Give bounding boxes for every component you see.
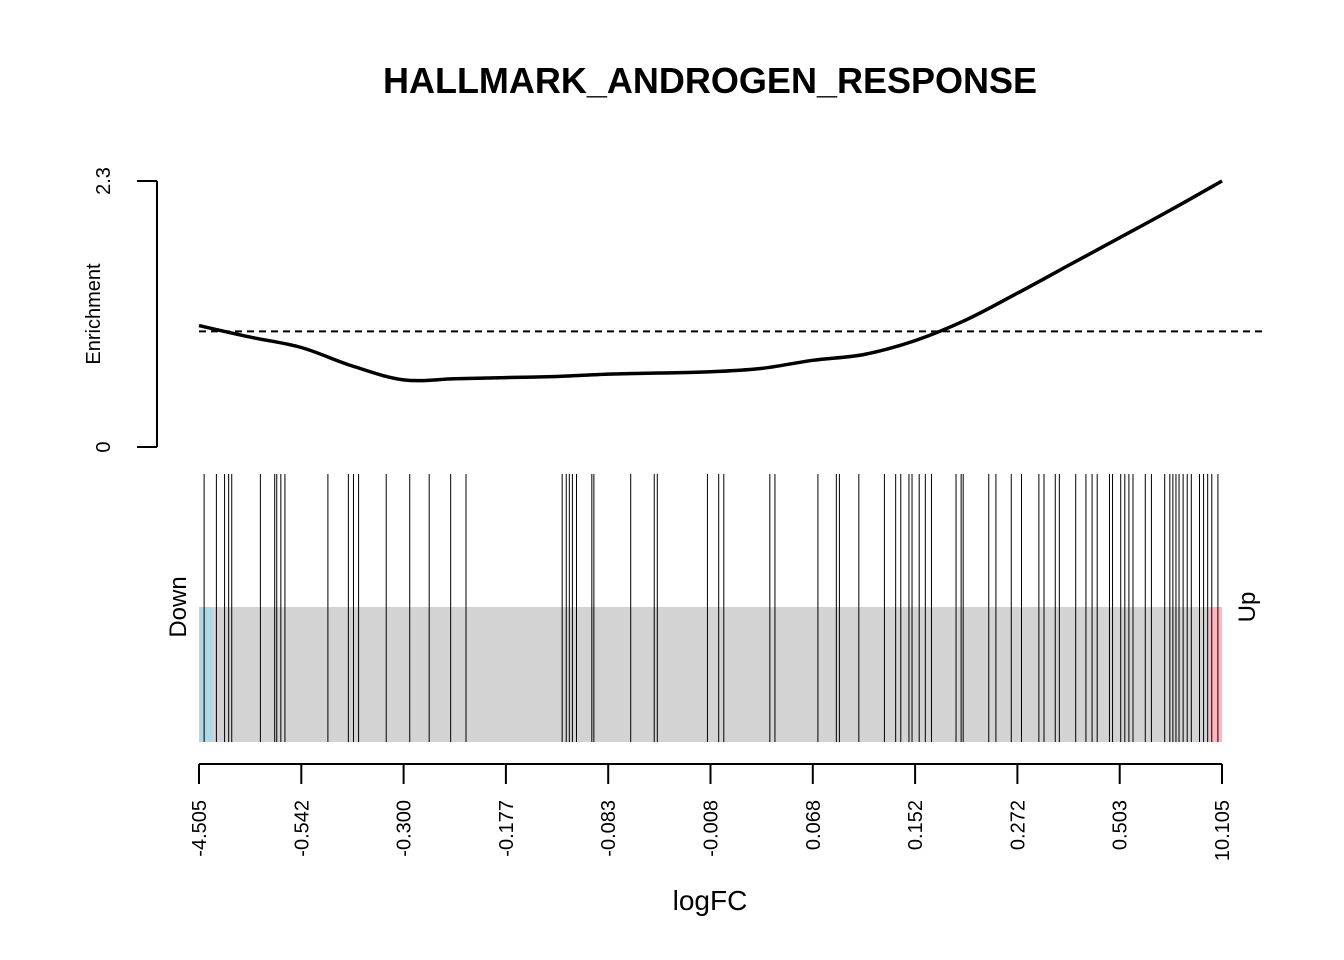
x-tick-label: -4.505 bbox=[189, 800, 211, 857]
x-tick-label: 0.152 bbox=[905, 800, 927, 850]
barcode-lines bbox=[203, 474, 1219, 742]
enrichment-curve bbox=[198, 179, 1223, 383]
x-tick-label: -0.177 bbox=[496, 800, 518, 857]
barcode-up-band bbox=[1208, 607, 1222, 742]
x-axis-label: logFC bbox=[673, 885, 748, 916]
barcode-panel: Down Up bbox=[165, 474, 1261, 742]
x-tick-label: -0.300 bbox=[394, 800, 416, 857]
chart-title: HALLMARK_ANDROGEN_RESPONSE bbox=[383, 60, 1037, 101]
x-tick-label: -0.542 bbox=[291, 800, 313, 857]
barcode-down-band bbox=[199, 607, 213, 742]
x-tick-label: 0.068 bbox=[803, 800, 825, 850]
x-tick-label: -0.008 bbox=[701, 800, 723, 857]
enrichment-y-axis-label: Enrichment bbox=[83, 263, 105, 365]
up-label: Up bbox=[1234, 592, 1261, 623]
enrichment-panel: 2.3 0 Enrichment bbox=[83, 167, 1264, 453]
x-tick-label: 0.503 bbox=[1110, 800, 1132, 850]
x-ticks: -4.505 -0.542 -0.300 -0.177 -0.083 -0.008 0.06… bbox=[189, 764, 1234, 861]
enrichment-y-tick-label-top: 2.3 bbox=[93, 167, 115, 195]
barcode-middle-band bbox=[199, 607, 1222, 742]
x-tick-label: 0.272 bbox=[1007, 800, 1029, 850]
x-axis: -4.505 -0.542 -0.300 -0.177 -0.083 -0.008 0.06… bbox=[189, 763, 1234, 916]
x-tick-label: 10.105 bbox=[1212, 800, 1234, 861]
x-tick-label: -0.083 bbox=[598, 800, 620, 857]
down-label: Down bbox=[165, 576, 192, 637]
enrichment-y-tick-label-bottom: 0 bbox=[93, 441, 115, 452]
